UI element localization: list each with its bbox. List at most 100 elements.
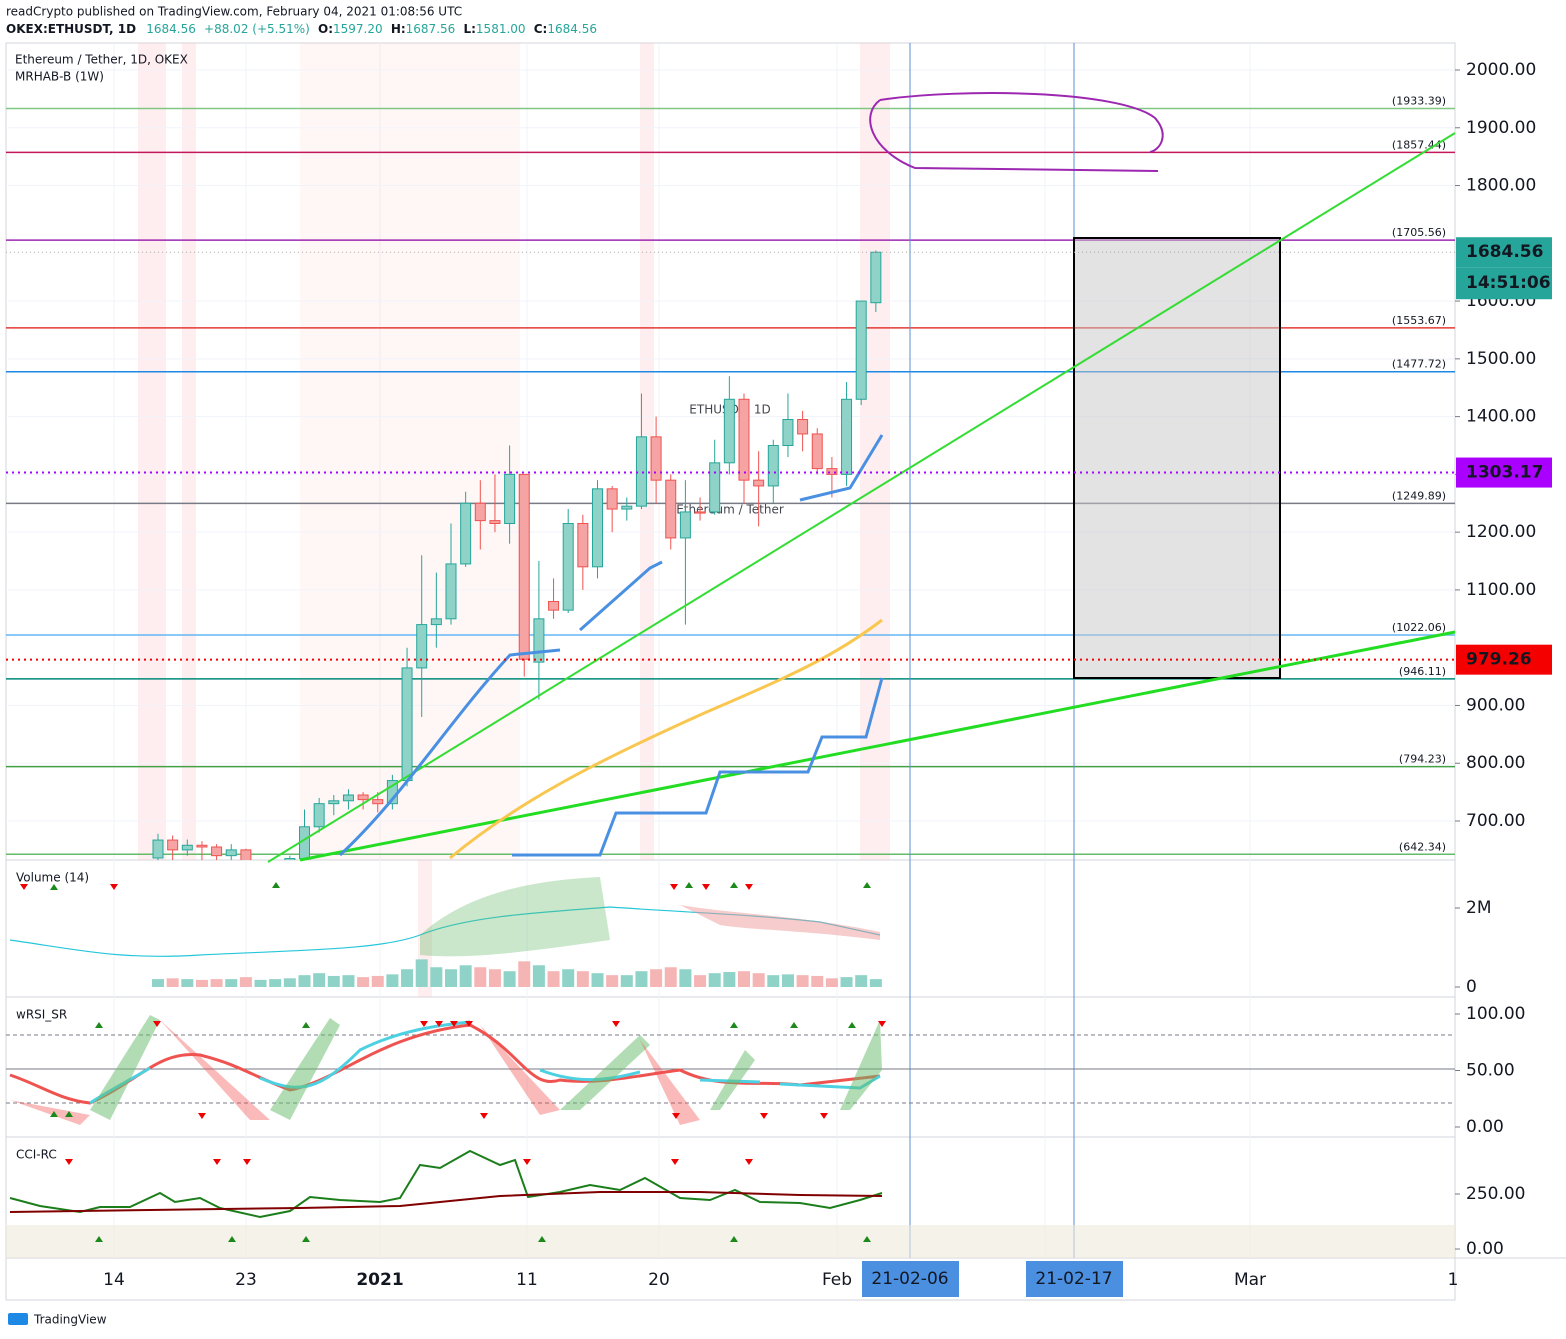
volume-bar (532, 965, 545, 987)
candle-body (167, 839, 179, 851)
candle-body (460, 502, 472, 565)
candle-body (518, 473, 530, 660)
volume-bar (152, 979, 164, 987)
volume-bar (738, 971, 750, 987)
candle-body (665, 479, 677, 539)
volume-bar (313, 973, 326, 987)
timer-badge (1456, 267, 1552, 300)
volume-bar (664, 967, 677, 987)
candle-body (401, 667, 413, 782)
candle-body (240, 849, 252, 860)
candle-body (723, 398, 735, 464)
candle-body (577, 522, 589, 568)
y-tick-label: 800.00 (1466, 753, 1525, 773)
volume-bar (181, 979, 194, 987)
volume-bar (694, 975, 707, 987)
y-tick-label: 0.00 (1466, 1117, 1504, 1137)
rsi-title: wRSI_SR (16, 1008, 67, 1022)
price-badge-label: 1303.17 (1466, 463, 1543, 483)
volume-bar (225, 979, 238, 987)
y-tick-label: 50.00 (1466, 1061, 1515, 1081)
x-tick-label: 2021 (356, 1270, 403, 1290)
candle-body (650, 436, 662, 481)
ohlc-value: 1597.20 (333, 22, 383, 36)
y-tick-label: 1500.00 (1466, 349, 1536, 369)
candle-body (548, 600, 560, 611)
candle-body (489, 520, 501, 524)
volume-bar (327, 975, 340, 987)
candle-body (841, 398, 853, 475)
candle-body (445, 563, 457, 620)
candle-body (284, 858, 296, 860)
volume-bar (650, 969, 663, 987)
candles (152, 250, 882, 860)
cci-title: CCI-RC (16, 1148, 57, 1162)
x-tick-label: Feb (822, 1270, 852, 1290)
session-bands (138, 43, 890, 997)
volume-bar (342, 975, 355, 987)
candle-body (196, 844, 208, 848)
indicator-name: MRHAB-B (1W) (15, 70, 104, 84)
price-badge (1456, 237, 1552, 268)
candle-body (635, 436, 647, 507)
volume-bar (445, 969, 457, 987)
ohlc-label: C: (534, 22, 548, 36)
candle-body (211, 846, 223, 857)
volume-bar (166, 978, 179, 987)
candle-body (533, 618, 545, 663)
volume-bar (811, 975, 824, 987)
symbol: OKEX:ETHUSDT, 1D (6, 22, 136, 36)
level-label: (1705.56) (1392, 226, 1446, 239)
candle-body (474, 502, 486, 522)
volume-bar (679, 969, 692, 987)
subpanes (152, 959, 882, 987)
date-badge-label: 21-02-06 (871, 1269, 948, 1289)
volume-bar (635, 971, 648, 987)
y-tick-label: 1800.00 (1466, 176, 1536, 196)
volume-bar (562, 969, 575, 987)
candle-body (357, 794, 369, 801)
level-label: (794.23) (1399, 753, 1446, 766)
price-badge-label: 979.26 (1466, 650, 1532, 670)
volume-bar (283, 978, 296, 987)
volume-bar (488, 969, 501, 987)
candle-body (152, 839, 164, 859)
volume-bar (298, 975, 311, 987)
volume-bar (386, 974, 399, 987)
x-tick-label: 23 (235, 1270, 257, 1290)
candle-body (606, 488, 618, 510)
level-label: (1477.72) (1392, 358, 1446, 371)
volume-bar (518, 961, 531, 987)
volume-bar (474, 967, 487, 987)
volume-bar (547, 971, 560, 987)
y-tick-label: 1100.00 (1466, 580, 1536, 600)
volume-bar (195, 979, 208, 987)
level-label: (1249.89) (1392, 489, 1446, 502)
price-badge-label: 1684.56 (1466, 242, 1543, 262)
last: 1684.56 (146, 22, 196, 36)
y-tick-label: 0 (1466, 977, 1477, 997)
volume-title: Volume (14) (16, 871, 89, 885)
brand: TradingView (33, 1313, 107, 1327)
volume-bar (869, 979, 882, 987)
volume-bar (591, 973, 604, 987)
ohlc-label: O: (318, 22, 333, 36)
level-label: (946.11) (1399, 665, 1446, 678)
candle-body (797, 419, 809, 435)
volume-bar (254, 979, 267, 987)
indicator-drawings (6, 877, 1455, 1258)
volume-bar (239, 977, 252, 987)
volume-bar (576, 971, 589, 987)
volume-bar (796, 975, 809, 987)
candle-body (826, 468, 838, 475)
candle-body (372, 799, 384, 805)
ohlc-value: 1687.56 (406, 22, 456, 36)
candle-body (504, 473, 516, 524)
volume-bar (825, 978, 838, 987)
candle-body (342, 794, 354, 802)
candle-body (694, 511, 706, 514)
price-overlay (6, 251, 1455, 661)
